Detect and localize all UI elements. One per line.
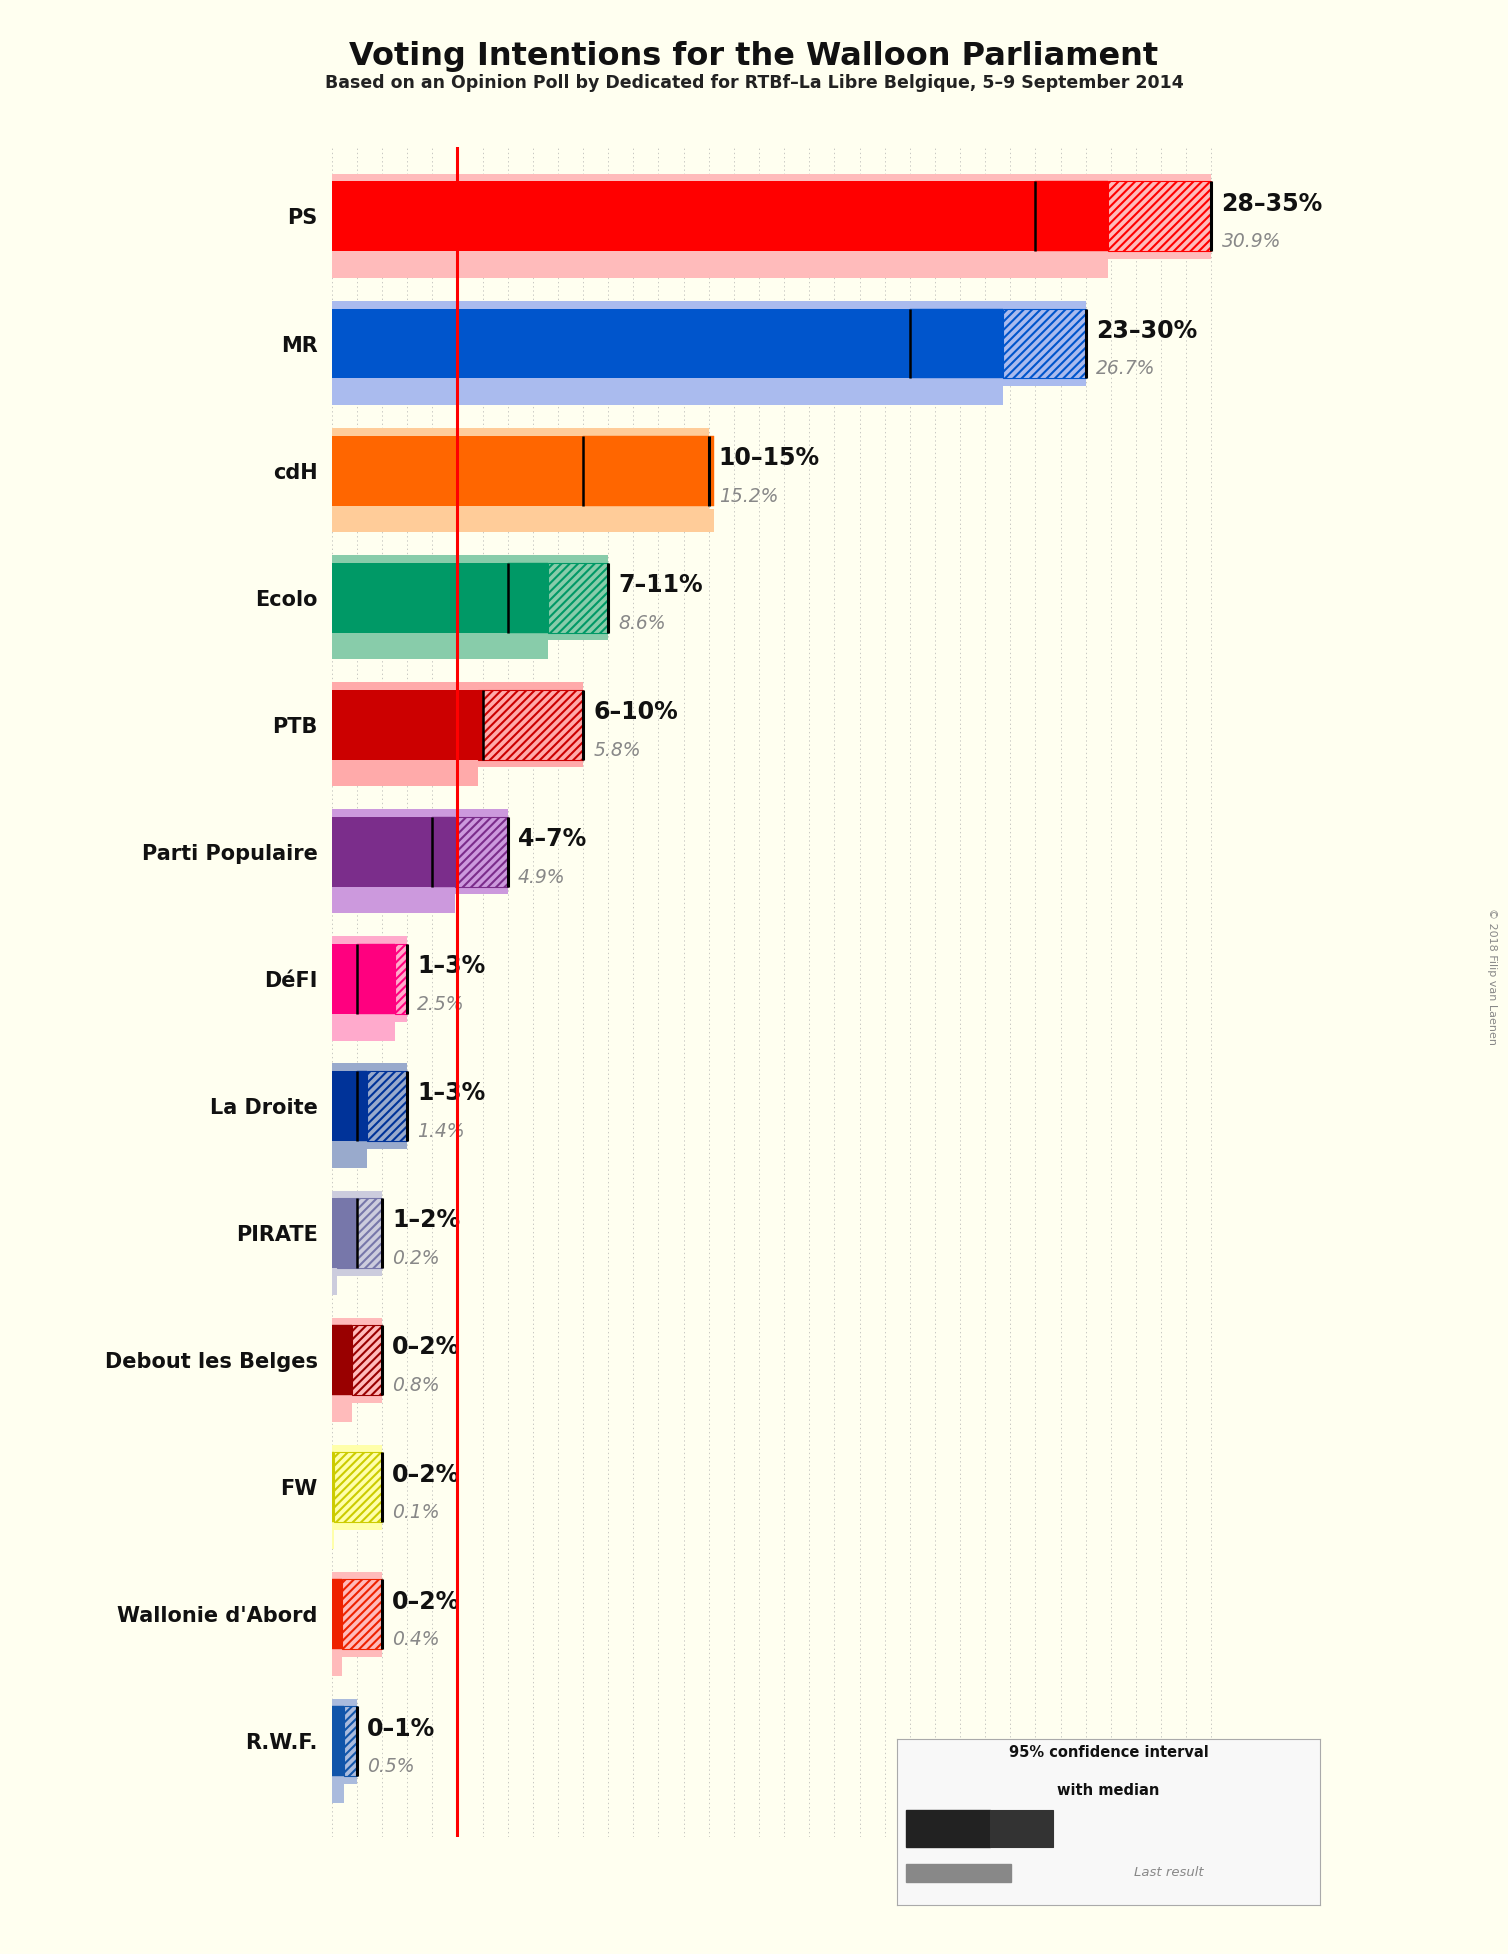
Bar	[332, 1018, 395, 1041]
Text: 2.5%: 2.5%	[418, 995, 464, 1014]
Text: 4–7%: 4–7%	[517, 827, 587, 852]
Bar	[1036, 182, 1108, 252]
Bar	[332, 309, 909, 379]
Bar	[332, 764, 478, 786]
Text: 8.6%: 8.6%	[618, 614, 667, 633]
Bar	[332, 1571, 382, 1657]
Bar	[332, 1399, 351, 1423]
Bar	[508, 563, 547, 633]
Bar	[478, 690, 584, 760]
Bar	[344, 1706, 357, 1776]
Bar	[906, 1864, 1012, 1882]
Text: 95% confidence interval: 95% confidence interval	[1009, 1745, 1208, 1761]
Bar	[332, 1698, 357, 1784]
Bar	[332, 301, 1086, 387]
Text: Last result: Last result	[1134, 1866, 1203, 1880]
Bar	[332, 1071, 357, 1141]
Bar	[332, 436, 584, 506]
Bar	[332, 891, 455, 914]
Bar	[335, 1452, 382, 1522]
Text: 1–3%: 1–3%	[418, 1081, 486, 1106]
Text: 0.8%: 0.8%	[392, 1376, 440, 1395]
Bar	[332, 563, 508, 633]
Bar	[909, 309, 1003, 379]
Bar	[332, 1145, 366, 1168]
Text: 15.2%: 15.2%	[719, 487, 778, 506]
Bar	[336, 1198, 382, 1268]
Bar	[332, 637, 547, 658]
Bar	[332, 1325, 351, 1395]
Bar	[332, 1579, 342, 1649]
Bar	[351, 1325, 382, 1395]
Text: 1–3%: 1–3%	[418, 954, 486, 979]
Bar	[332, 428, 709, 514]
Text: 0–2%: 0–2%	[392, 1591, 460, 1614]
Text: 0–1%: 0–1%	[366, 1718, 436, 1741]
Bar	[332, 174, 1211, 260]
Bar	[332, 682, 584, 768]
Text: 0.4%: 0.4%	[392, 1630, 440, 1649]
Bar	[332, 1706, 344, 1776]
Text: Based on an Opinion Poll by Dedicated for RTBf–La Libre Belgique, 5–9 September : Based on an Opinion Poll by Dedicated fo…	[324, 74, 1184, 92]
Text: 30.9%: 30.9%	[1221, 233, 1280, 252]
Bar	[332, 1452, 335, 1522]
Bar	[1003, 309, 1086, 379]
Text: 7–11%: 7–11%	[618, 573, 703, 598]
Text: 1.4%: 1.4%	[418, 1122, 464, 1141]
Text: 0.5%: 0.5%	[366, 1757, 415, 1776]
Bar	[332, 1272, 336, 1296]
Text: 26.7%: 26.7%	[1096, 360, 1155, 379]
Bar	[332, 1526, 335, 1550]
Text: 0–2%: 0–2%	[392, 1464, 460, 1487]
Bar	[332, 1444, 382, 1530]
Text: 4.9%: 4.9%	[517, 868, 566, 887]
Bar	[332, 383, 1003, 404]
Bar	[332, 256, 1108, 277]
Bar	[332, 1317, 382, 1403]
Bar	[332, 944, 357, 1014]
Bar	[906, 1809, 991, 1847]
Text: 5.8%: 5.8%	[593, 741, 641, 760]
Bar	[332, 1198, 357, 1268]
Bar	[332, 555, 608, 641]
Bar	[342, 1579, 382, 1649]
Bar	[455, 817, 508, 887]
Text: 1–2%: 1–2%	[392, 1208, 460, 1233]
Bar	[332, 510, 713, 531]
Bar	[332, 936, 407, 1022]
Bar	[332, 182, 1036, 252]
Bar	[332, 1190, 382, 1276]
Bar	[1054, 1809, 1117, 1847]
Bar	[332, 1780, 344, 1804]
Bar	[547, 563, 608, 633]
Bar	[357, 1071, 366, 1141]
Text: 0.2%: 0.2%	[392, 1249, 440, 1268]
Bar	[366, 1071, 407, 1141]
Bar	[332, 809, 508, 895]
Text: with median: with median	[1057, 1782, 1160, 1798]
Text: 0.1%: 0.1%	[392, 1503, 440, 1522]
Bar	[584, 436, 713, 506]
Bar	[332, 1653, 342, 1677]
Text: Voting Intentions for the Walloon Parliament: Voting Intentions for the Walloon Parlia…	[350, 41, 1158, 72]
Text: 10–15%: 10–15%	[719, 446, 820, 469]
Text: 0–2%: 0–2%	[392, 1335, 460, 1360]
Text: 6–10%: 6–10%	[593, 700, 679, 725]
Bar	[991, 1809, 1054, 1847]
Bar	[332, 817, 433, 887]
Bar	[332, 1063, 407, 1149]
Text: 28–35%: 28–35%	[1221, 191, 1323, 215]
Bar	[357, 944, 395, 1014]
Bar	[332, 690, 483, 760]
Bar	[433, 817, 455, 887]
Bar	[1108, 182, 1211, 252]
Bar	[395, 944, 407, 1014]
Text: © 2018 Filip van Laenen: © 2018 Filip van Laenen	[1487, 909, 1497, 1045]
Text: 23–30%: 23–30%	[1096, 319, 1197, 342]
